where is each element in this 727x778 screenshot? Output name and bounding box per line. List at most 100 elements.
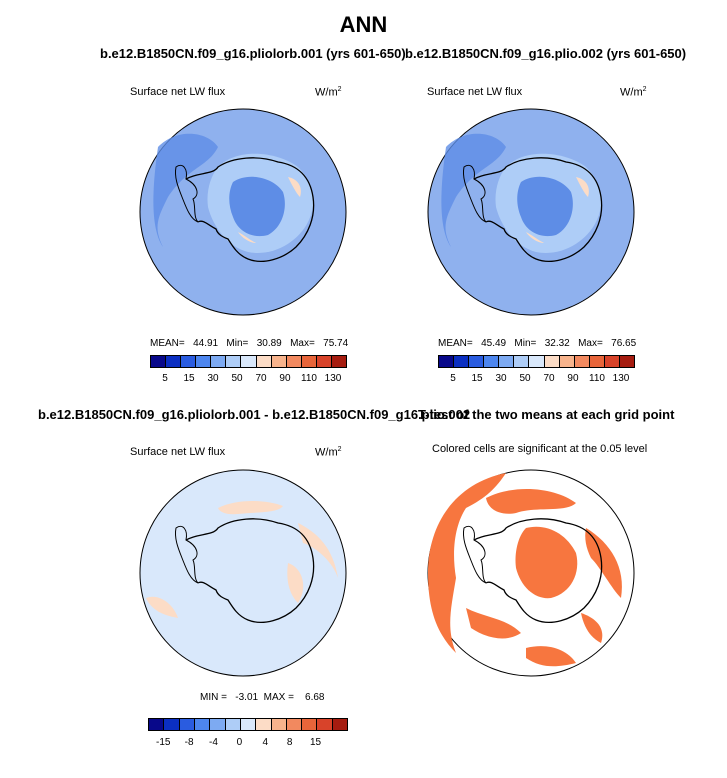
panel-3-colorbar-labels: -15 -8 -4 0 4 8 15 bbox=[148, 737, 346, 751]
colorbar-swatch bbox=[529, 356, 545, 367]
interior-low-flux bbox=[517, 176, 573, 237]
colorbar-label: 90 bbox=[279, 373, 291, 384]
colorbar-swatch bbox=[332, 719, 348, 730]
panel-2-colorbar bbox=[438, 355, 635, 368]
colorbar-label: 70 bbox=[255, 373, 267, 384]
panel-3-units: W/m2 bbox=[315, 446, 342, 459]
panel-2-polar-map bbox=[427, 108, 635, 316]
colorbar-swatch bbox=[241, 356, 257, 367]
colorbar-swatch bbox=[226, 356, 242, 367]
colorbar-swatch bbox=[331, 356, 347, 367]
colorbar-label: 130 bbox=[612, 373, 630, 384]
colorbar-swatch bbox=[256, 356, 272, 367]
colorbar-label: 30 bbox=[495, 373, 507, 384]
peninsula-coastline bbox=[463, 525, 487, 584]
colorbar-label: 5 bbox=[162, 373, 168, 384]
colorbar-swatch bbox=[164, 719, 180, 730]
panel-1-subtitle: Surface net LW flux bbox=[130, 86, 226, 98]
colorbar-label: 30 bbox=[207, 373, 219, 384]
colorbar-swatch bbox=[286, 719, 303, 730]
warm-patch bbox=[288, 177, 301, 197]
colorbar-swatch bbox=[454, 356, 470, 367]
panel-3-subtitle: Surface net LW flux bbox=[130, 446, 226, 458]
colorbar-label: 4 bbox=[262, 737, 269, 748]
panel-1-stats: MEAN= 44.91 Min= 30.89 Max= 75.74 bbox=[150, 338, 349, 349]
significant-region bbox=[515, 526, 578, 599]
colorbar-label: -8 bbox=[184, 737, 194, 748]
colorbar-label: 15 bbox=[309, 737, 322, 748]
colorbar-swatch bbox=[286, 356, 302, 367]
warm-patch bbox=[238, 232, 256, 243]
colorbar-label: 5 bbox=[450, 373, 456, 384]
peninsula-coastline bbox=[463, 164, 487, 223]
colorbar-label: -4 bbox=[209, 737, 218, 748]
antarctica-coastline bbox=[473, 518, 603, 623]
positive-diff-region bbox=[218, 501, 283, 515]
colorbar-swatch bbox=[301, 356, 317, 367]
warm-patch bbox=[576, 177, 589, 197]
colorbar-label: -15 bbox=[155, 737, 171, 748]
colorbar-label: 90 bbox=[567, 373, 579, 384]
colorbar-swatch bbox=[544, 356, 560, 367]
colorbar-swatch bbox=[619, 356, 635, 367]
significant-region bbox=[581, 613, 603, 643]
panel-2-stats: MEAN= 45.49 Min= 32.32 Max= 76.65 bbox=[438, 338, 637, 349]
colorbar-swatch bbox=[574, 356, 590, 367]
peninsula-coastline bbox=[175, 525, 199, 584]
panel-4-subtitle: Colored cells are significant at the 0.0… bbox=[432, 443, 648, 455]
significant-region bbox=[486, 488, 576, 514]
interior-low-flux bbox=[229, 176, 285, 237]
warm-patch bbox=[526, 232, 544, 243]
colorbar-swatch bbox=[559, 356, 575, 367]
positive-diff-region bbox=[146, 596, 178, 618]
significant-region bbox=[526, 646, 576, 667]
panel-4-polar-map bbox=[427, 469, 635, 677]
colorbar-swatch bbox=[484, 356, 500, 367]
panel-1-colorbar bbox=[150, 355, 347, 368]
colorbar-swatch bbox=[225, 719, 241, 730]
panel-1-polar-map bbox=[139, 108, 347, 316]
colorbar-swatch bbox=[211, 356, 227, 367]
colorbar-swatch bbox=[302, 719, 318, 730]
ocean-disk bbox=[139, 469, 347, 677]
positive-diff-region bbox=[287, 563, 304, 603]
colorbar-label: 8 bbox=[286, 737, 293, 748]
colorbar-swatch bbox=[499, 356, 515, 367]
colorbar-label: 0 bbox=[236, 737, 243, 748]
antarctica-coastline bbox=[185, 157, 315, 262]
colorbar-label: 130 bbox=[324, 373, 342, 384]
figure-title: ANN bbox=[339, 12, 388, 37]
significant-region bbox=[585, 528, 622, 598]
panel-1-title: b.e12.B1850CN.f09_g16.pliolorb.001 (yrs … bbox=[100, 46, 406, 61]
colorbar-swatch bbox=[256, 719, 272, 730]
colorbar-swatch bbox=[514, 356, 530, 367]
panel-1-colorbar-labels: 5 15 30 50 70 90 110 130 bbox=[150, 373, 345, 387]
panel-3-polar-map bbox=[139, 469, 347, 677]
significant-region bbox=[466, 608, 521, 639]
panel-1-units: W/m2 bbox=[315, 86, 342, 99]
panel-3-stats: MIN = -3.01 MAX = 6.68 bbox=[200, 692, 325, 703]
panel-2-colorbar-labels: 5 15 30 50 70 90 110 130 bbox=[438, 373, 633, 387]
colorbar-swatch bbox=[589, 356, 605, 367]
colorbar-swatch bbox=[271, 719, 287, 730]
panel-2-title: b.e12.B1850CN.f09_g16.plio.002 (yrs 601-… bbox=[405, 46, 687, 61]
colorbar-swatch bbox=[210, 719, 226, 730]
colorbar-swatch bbox=[181, 356, 197, 367]
colorbar-swatch bbox=[604, 356, 620, 367]
colorbar-swatch bbox=[149, 719, 165, 730]
colorbar-swatch bbox=[439, 356, 455, 367]
peninsula-coastline bbox=[175, 164, 199, 223]
colorbar-label: 110 bbox=[589, 373, 605, 384]
panel-4-title: T-test of the two means at each grid poi… bbox=[418, 407, 675, 422]
antarctica-coastline bbox=[473, 157, 603, 262]
antarctica-coastline bbox=[185, 518, 315, 623]
panel-2-units: W/m2 bbox=[620, 86, 647, 99]
colorbar-label: 15 bbox=[471, 373, 483, 384]
colorbar-label: 50 bbox=[231, 373, 243, 384]
colorbar-swatch bbox=[151, 356, 167, 367]
panel-3-colorbar bbox=[148, 718, 348, 731]
colorbar-swatch bbox=[317, 719, 333, 730]
positive-diff-region bbox=[298, 523, 338, 578]
colorbar-swatch bbox=[240, 719, 257, 730]
panel-3-title: b.e12.B1850CN.f09_g16.pliolorb.001 - b.e… bbox=[38, 407, 471, 422]
